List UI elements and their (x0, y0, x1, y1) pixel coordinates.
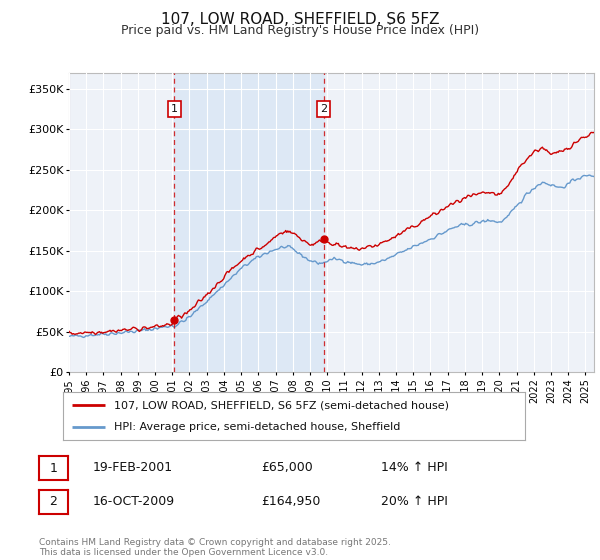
Text: 107, LOW ROAD, SHEFFIELD, S6 5FZ (semi-detached house): 107, LOW ROAD, SHEFFIELD, S6 5FZ (semi-d… (114, 400, 449, 410)
Text: HPI: Average price, semi-detached house, Sheffield: HPI: Average price, semi-detached house,… (114, 422, 400, 432)
Text: Price paid vs. HM Land Registry's House Price Index (HPI): Price paid vs. HM Land Registry's House … (121, 24, 479, 36)
Text: £164,950: £164,950 (261, 494, 320, 508)
Text: £65,000: £65,000 (261, 461, 313, 474)
Text: 14% ↑ HPI: 14% ↑ HPI (381, 461, 448, 474)
Text: 16-OCT-2009: 16-OCT-2009 (93, 494, 175, 508)
Text: 2: 2 (49, 495, 58, 508)
Text: 20% ↑ HPI: 20% ↑ HPI (381, 494, 448, 508)
Text: 19-FEB-2001: 19-FEB-2001 (93, 461, 173, 474)
Text: 1: 1 (171, 104, 178, 114)
Text: Contains HM Land Registry data © Crown copyright and database right 2025.
This d: Contains HM Land Registry data © Crown c… (39, 538, 391, 557)
Text: 1: 1 (49, 461, 58, 475)
Bar (175, 73, 323, 372)
Text: 107, LOW ROAD, SHEFFIELD, S6 5FZ: 107, LOW ROAD, SHEFFIELD, S6 5FZ (161, 12, 439, 27)
Text: 2: 2 (320, 104, 327, 114)
